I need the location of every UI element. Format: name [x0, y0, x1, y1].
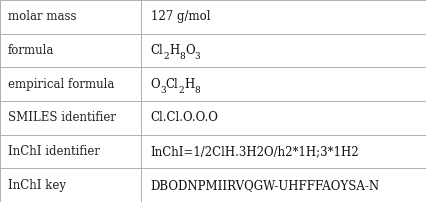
Text: H: H: [169, 44, 179, 57]
Text: empirical formula: empirical formula: [8, 78, 114, 91]
Text: Cl.Cl.O.O.O: Cl.Cl.O.O.O: [150, 111, 219, 124]
Text: Cl: Cl: [166, 78, 178, 91]
Text: formula: formula: [8, 44, 55, 57]
Text: 8: 8: [179, 52, 185, 61]
Text: 8: 8: [194, 86, 200, 95]
Text: 2: 2: [163, 52, 169, 61]
Text: InChI key: InChI key: [8, 179, 66, 192]
Text: O: O: [185, 44, 195, 57]
Text: InChI=1/2ClH.3H2O/h2*1H;3*1H2: InChI=1/2ClH.3H2O/h2*1H;3*1H2: [150, 145, 359, 158]
Text: 3: 3: [160, 86, 166, 95]
Text: DBODNPMIIRVQGW-UHFFFAOYSA-N: DBODNPMIIRVQGW-UHFFFAOYSA-N: [150, 179, 380, 192]
Text: 3: 3: [195, 52, 200, 61]
Text: molar mass: molar mass: [8, 10, 77, 23]
Text: H: H: [184, 78, 194, 91]
Text: 2: 2: [178, 86, 184, 95]
Text: SMILES identifier: SMILES identifier: [8, 111, 116, 124]
Text: 127 g/mol: 127 g/mol: [150, 10, 210, 23]
Text: InChI identifier: InChI identifier: [8, 145, 100, 158]
Text: Cl: Cl: [150, 44, 163, 57]
Text: O: O: [150, 78, 160, 91]
